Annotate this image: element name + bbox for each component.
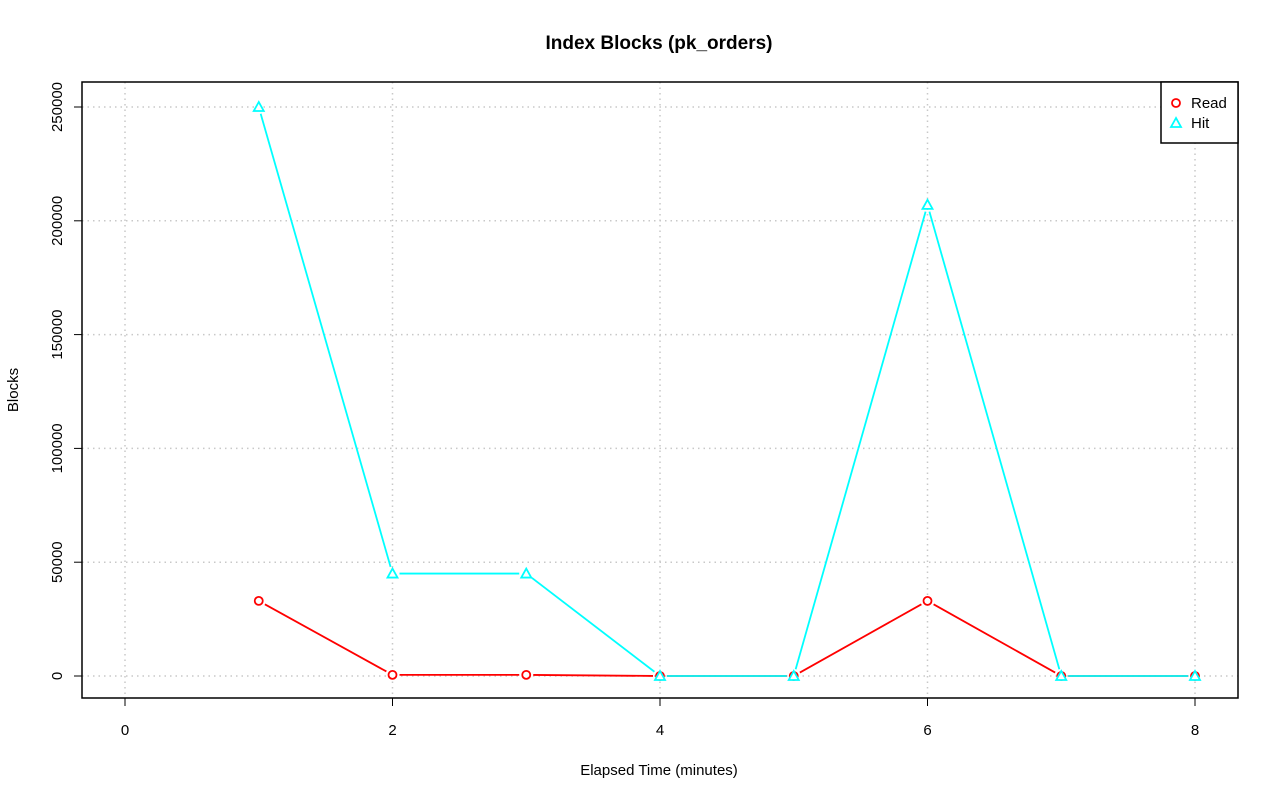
data-point <box>922 595 933 606</box>
series-read <box>253 595 1200 681</box>
legend-box <box>1160 81 1239 144</box>
x-tick-label: 0 <box>121 722 129 739</box>
x-axis-label: Elapsed Time (minutes) <box>580 762 738 779</box>
y-tick-label: 200000 <box>49 196 66 246</box>
series-segment <box>533 674 654 677</box>
series-segment <box>928 211 1061 670</box>
data-point <box>653 669 667 681</box>
series-segment <box>259 113 392 568</box>
data-point <box>253 595 264 606</box>
chart-title: Index Blocks (pk_orders) <box>545 33 772 54</box>
series-segment <box>264 603 387 673</box>
series-segment <box>794 211 927 670</box>
y-tick-label: 100000 <box>49 423 66 473</box>
data-point <box>1054 669 1068 681</box>
y-axis-label: Blocks <box>5 368 22 412</box>
series-hit <box>252 100 1202 681</box>
series-segment <box>799 603 922 674</box>
data-point <box>920 198 935 210</box>
legend: Read Hit <box>1160 81 1239 144</box>
legend-label-hit: Hit <box>1191 115 1210 132</box>
data-point <box>521 669 532 680</box>
x-tick-label: 4 <box>656 722 664 739</box>
series-segment <box>933 603 1056 674</box>
data-point <box>252 100 266 112</box>
grid <box>82 82 1238 698</box>
data-point <box>385 566 400 579</box>
y-tick-label: 50000 <box>49 541 66 583</box>
axes: 0 2 4 6 8 0 50000 100000 150000 200000 250000 <box>49 82 1199 739</box>
x-tick-label: 8 <box>1191 722 1199 739</box>
y-tick-label: 250000 <box>49 82 66 132</box>
legend-label-read: Read <box>1191 95 1227 112</box>
legend-marker-hit <box>1169 116 1183 128</box>
x-tick-label: 6 <box>923 722 931 739</box>
series-layer <box>252 100 1202 681</box>
data-point <box>787 669 801 681</box>
x-tick-label: 2 <box>388 722 396 739</box>
y-tick-label: 150000 <box>49 310 66 360</box>
data-point <box>519 566 533 579</box>
series-segment <box>531 577 655 673</box>
data-point <box>1188 669 1202 681</box>
data-point <box>387 669 398 680</box>
y-tick-label: 0 <box>49 672 66 680</box>
legend-marker-read <box>1171 98 1181 108</box>
